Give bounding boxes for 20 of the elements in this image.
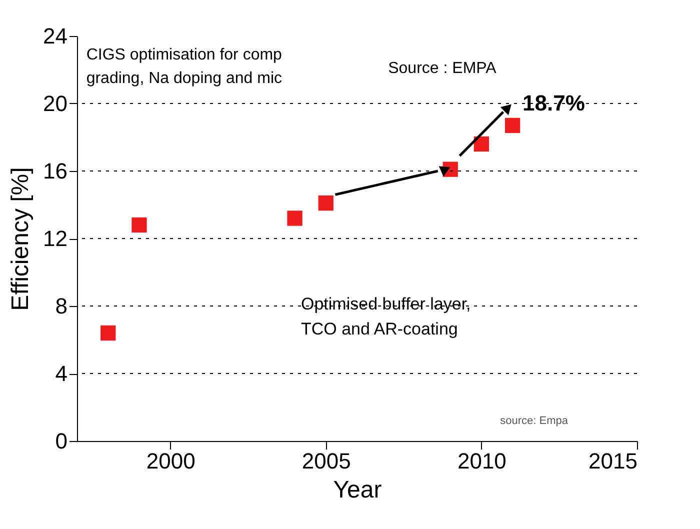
x-tick-label: 2005	[302, 448, 351, 474]
x-axis-title: Year	[333, 476, 382, 504]
y-tick-label: 8	[55, 294, 68, 318]
annotation: grading, Na doping and mic	[86, 70, 282, 88]
annotation: CIGS optimisation for comp	[86, 46, 282, 64]
y-tick-label: 20	[43, 91, 68, 116]
annotation: source: Empa	[500, 414, 569, 427]
y-axis-title: Efficiency [%]	[7, 167, 34, 311]
y-tick-label: 16	[43, 158, 68, 184]
annotation: Optimised buffer layer,	[301, 294, 471, 314]
y-tick-label: 4	[55, 361, 68, 386]
annotation: 18.7%	[522, 90, 585, 116]
annotation: Source : EMPA	[388, 60, 497, 78]
y-tick-label: 24	[43, 24, 68, 48]
x-tick-label: 2010	[457, 448, 506, 474]
annotation: TCO and AR-coating	[301, 320, 458, 339]
y-tick-label: 0	[55, 428, 68, 454]
x-tick-label: 2015	[588, 448, 638, 474]
x-tick-label: 2000	[146, 448, 196, 474]
y-tick-label: 12	[43, 226, 68, 251]
